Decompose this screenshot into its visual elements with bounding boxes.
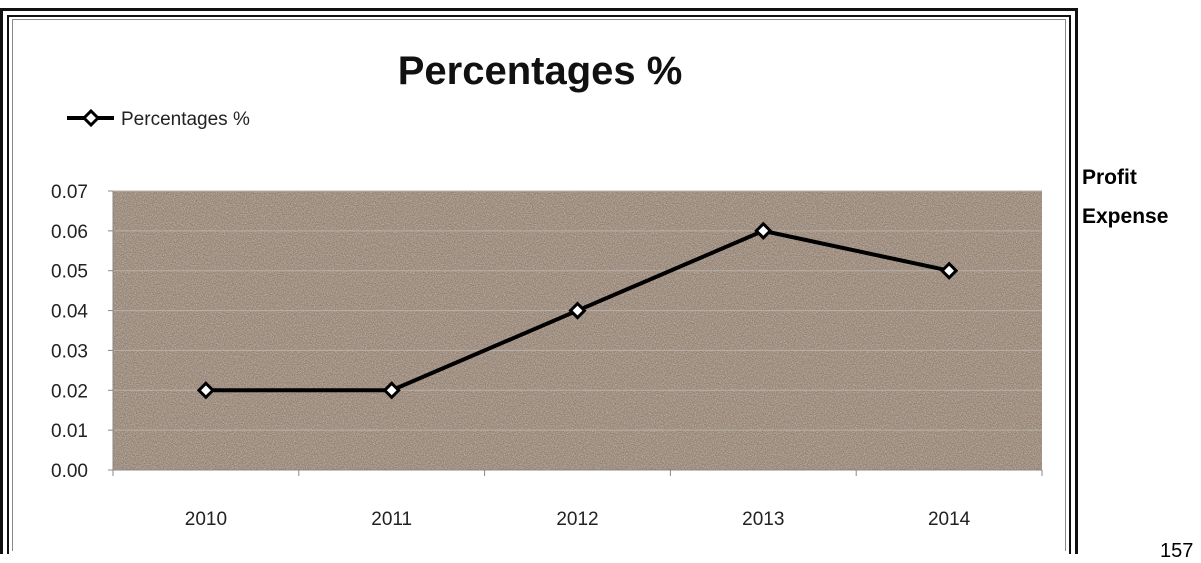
data-point xyxy=(568,301,587,320)
y-tick-label: 0.00 xyxy=(51,461,88,482)
x-tick-label: 2012 xyxy=(556,509,598,530)
y-tick-label: 0.01 xyxy=(51,421,88,442)
data-point xyxy=(382,381,401,400)
y-tick-label: 0.02 xyxy=(51,381,88,402)
y-tick-label: 0.06 xyxy=(51,222,88,243)
data-point xyxy=(196,381,216,400)
legend-marker xyxy=(81,108,101,128)
y-tick-label: 0.05 xyxy=(51,262,88,283)
plot-texture xyxy=(113,191,1042,470)
x-tick-label: 2010 xyxy=(185,509,227,530)
chart-title: Percentages % xyxy=(398,49,683,93)
x-tick-label: 2011 xyxy=(371,509,412,530)
data-point xyxy=(754,221,773,240)
profit-label: Profit xyxy=(1082,166,1137,189)
x-tick-label: 2013 xyxy=(742,509,784,530)
outer-frame xyxy=(0,8,1078,554)
y-tick-label: 0.07 xyxy=(51,182,88,203)
page-number: 157 xyxy=(1160,540,1194,562)
data-point xyxy=(939,261,959,280)
legend-label: Percentages % xyxy=(121,109,250,130)
y-tick-label: 0.03 xyxy=(51,341,88,362)
x-tick-label: 2014 xyxy=(928,509,971,530)
expense-label: Expense xyxy=(1082,205,1169,228)
y-tick-label: 0.04 xyxy=(51,302,88,323)
